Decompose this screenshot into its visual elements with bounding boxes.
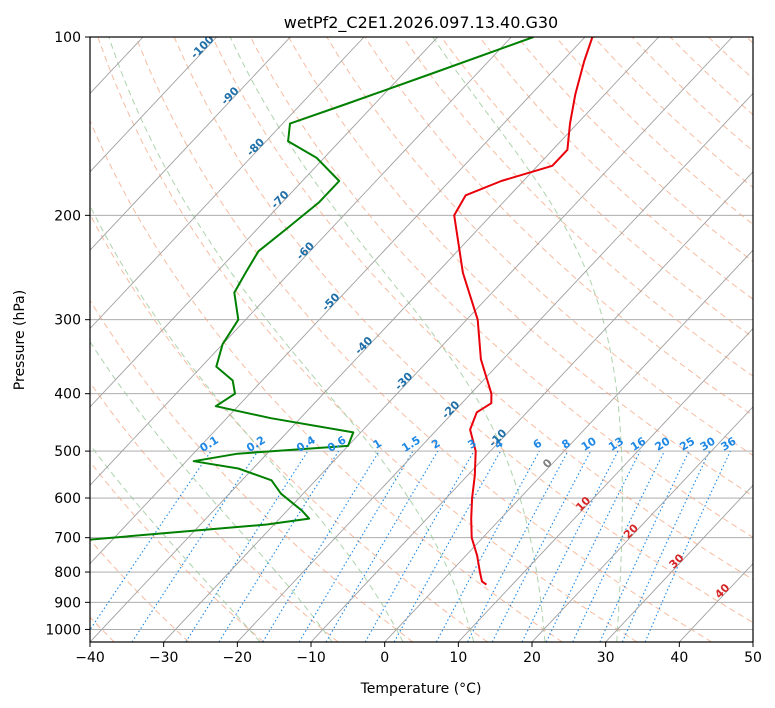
moist-adiabat-line [90, 204, 404, 642]
mixing-ratio-line [621, 450, 711, 642]
isotherm-line [90, 37, 218, 173]
isotherm-line [90, 37, 586, 565]
mixing-ratio-line [364, 450, 475, 642]
x-tick-label: 20 [523, 650, 541, 666]
x-tick-label: −10 [296, 650, 326, 666]
chart-title: wetPf2_C2E1.2026.097.13.40.G30 [284, 13, 558, 33]
x-tick-label: 40 [670, 650, 688, 666]
y-axis-ticks: 100 200 300 400 500 600 700 800 900 1000 [45, 30, 90, 638]
moist-adiabat-line [90, 340, 333, 642]
isotherm-line [90, 37, 512, 486]
mixing-ratio-line [599, 450, 690, 642]
mixing-ratio-line [218, 450, 340, 642]
dry-adiabat-line [402, 37, 753, 377]
mixing-ratio-line [262, 450, 380, 642]
mixing-ratio-line [185, 450, 309, 642]
dry-adiabat-line [555, 37, 753, 225]
y-tick-label: 800 [54, 565, 81, 581]
mixing-ratio-line [572, 450, 665, 642]
temperature-trace [453, 37, 594, 586]
dry-adiabat-line [288, 37, 753, 497]
y-tick-label: 200 [54, 208, 81, 224]
y-tick-label: 1000 [45, 622, 81, 638]
plot-background [90, 37, 753, 642]
y-tick-label: 600 [54, 491, 81, 507]
dry-adiabat-line [250, 37, 753, 538]
dry-adiabat-line [173, 37, 753, 624]
moist-adiabat-line [108, 37, 475, 642]
mixing-ratio-line [545, 450, 641, 642]
x-tick-label: 0 [380, 650, 389, 666]
dry-adiabat-line [517, 37, 753, 263]
y-tick-label: 500 [54, 444, 81, 460]
isotherm-line [605, 484, 753, 642]
dry-adiabat-line [211, 37, 753, 581]
mixing-ratio-line [435, 450, 540, 642]
x-tick-label: −40 [75, 650, 105, 666]
mixing-ratio-line [298, 450, 414, 642]
x-axis-ticks: −40 −30 −20 −10 0 10 20 30 40 50 [75, 642, 762, 666]
isotherm-line [90, 37, 660, 642]
y-tick-label: 300 [54, 313, 81, 329]
dry-adiabat-line [90, 538, 190, 642]
sounding-traces [90, 37, 594, 586]
isotherm-line [531, 406, 753, 642]
mixing-ratio-lines [90, 450, 731, 642]
dry-adiabat-line [90, 381, 339, 642]
x-tick-label: 10 [449, 650, 467, 666]
dry-adiabat-line [90, 460, 264, 642]
mixing-ratio-line [325, 450, 439, 642]
isotherm-line [458, 327, 753, 642]
isotherms [90, 37, 753, 642]
isotherm-line [90, 37, 365, 330]
y-tick-label: 900 [54, 595, 81, 611]
dry-adiabat-line [135, 37, 712, 642]
x-axis-title: Temperature (°C) [360, 681, 482, 697]
isotherm-line [163, 37, 733, 642]
x-tick-label: −20 [223, 650, 253, 666]
isotherm-line [90, 37, 291, 251]
dry-adiabat-line [326, 37, 753, 457]
x-tick-label: 50 [744, 650, 762, 666]
isotherm-line [237, 92, 753, 642]
isotherm-line [752, 641, 753, 642]
plot-frame [89, 36, 754, 643]
moist-adiabats [90, 37, 623, 642]
y-tick-label: 700 [54, 531, 81, 547]
x-tick-label: −30 [149, 650, 179, 666]
dewpoint-trace [90, 37, 534, 541]
dry-adiabat-line [97, 37, 638, 642]
isotherm-line [310, 171, 753, 642]
isotherm-line [90, 37, 439, 408]
isotherm-line [384, 249, 753, 642]
y-tick-label: 100 [54, 30, 81, 46]
dry-adiabat-line [90, 119, 563, 642]
moist-adiabat-line [229, 37, 546, 642]
x-tick-label: 30 [597, 650, 615, 666]
y-axis-title: Pressure (hPa) [12, 290, 28, 390]
dry-adiabat-line [364, 37, 753, 417]
y-tick-label: 400 [54, 387, 81, 403]
mixing-ratio-line [393, 450, 502, 642]
